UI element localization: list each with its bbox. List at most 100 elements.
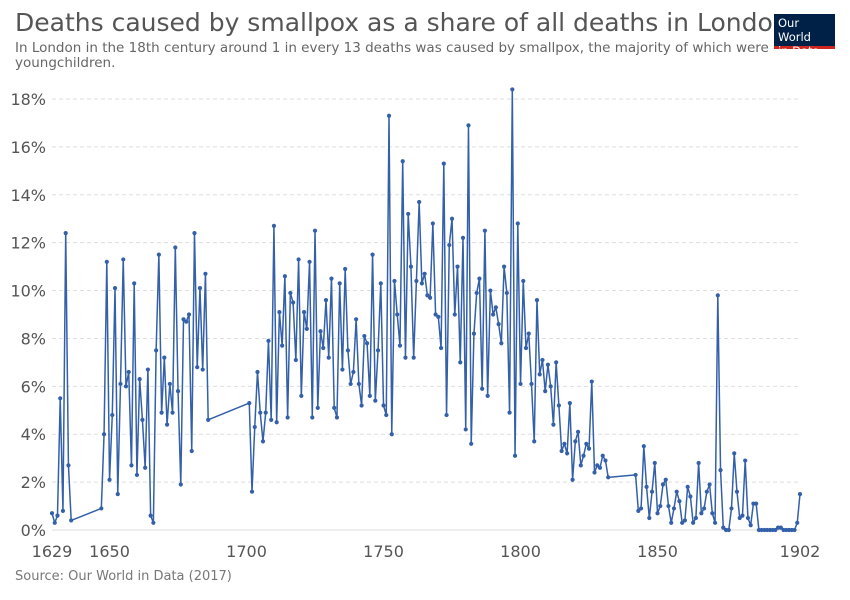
data-point[interactable] <box>296 257 301 262</box>
data-point[interactable] <box>345 348 351 353</box>
data-point[interactable] <box>115 491 120 497</box>
data-point[interactable] <box>400 159 405 164</box>
data-point[interactable] <box>660 482 666 487</box>
data-point[interactable] <box>658 503 663 509</box>
data-point[interactable] <box>197 286 203 291</box>
data-point[interactable] <box>247 400 252 406</box>
data-point[interactable] <box>433 312 438 317</box>
data-point[interactable] <box>491 312 496 317</box>
data-point[interactable] <box>710 511 715 516</box>
data-point[interactable] <box>474 290 479 296</box>
owid-logo[interactable]: Our World in Data <box>774 14 835 58</box>
data-point[interactable] <box>430 221 435 226</box>
data-point[interactable] <box>682 518 688 523</box>
data-point[interactable] <box>419 281 424 286</box>
data-point[interactable] <box>556 403 561 408</box>
data-point[interactable] <box>151 520 156 525</box>
data-point[interactable] <box>578 463 583 468</box>
data-point[interactable] <box>504 290 509 296</box>
data-point[interactable] <box>485 393 490 399</box>
data-point[interactable] <box>129 463 134 468</box>
data-point[interactable] <box>726 527 731 533</box>
data-point[interactable] <box>156 252 161 257</box>
data-point[interactable] <box>740 513 745 518</box>
data-point[interactable] <box>581 453 586 458</box>
data-point[interactable] <box>55 513 60 518</box>
data-point[interactable] <box>164 422 170 427</box>
data-point[interactable] <box>633 472 638 478</box>
data-point[interactable] <box>392 278 397 284</box>
data-point[interactable] <box>570 477 575 482</box>
data-point[interactable] <box>649 489 655 494</box>
data-point[interactable] <box>575 429 581 434</box>
data-point[interactable] <box>332 405 337 410</box>
data-point[interactable] <box>499 341 504 346</box>
data-point[interactable] <box>321 345 326 351</box>
data-point[interactable] <box>263 410 268 415</box>
data-point[interactable] <box>597 465 603 470</box>
data-point[interactable] <box>184 319 189 324</box>
data-point[interactable] <box>348 381 353 387</box>
data-point[interactable] <box>408 264 414 269</box>
data-point[interactable] <box>458 360 463 365</box>
data-point[interactable] <box>551 422 556 427</box>
data-point[interactable] <box>140 417 145 422</box>
data-point[interactable] <box>526 331 531 336</box>
data-point[interactable] <box>288 290 293 296</box>
data-point[interactable] <box>603 458 608 463</box>
data-point[interactable] <box>685 484 690 489</box>
data-point[interactable] <box>712 520 718 525</box>
data-point[interactable] <box>143 465 148 470</box>
data-point[interactable] <box>200 367 205 372</box>
data-point[interactable] <box>397 343 403 348</box>
data-point[interactable] <box>438 345 444 351</box>
data-point[interactable] <box>748 523 753 528</box>
data-point[interactable] <box>644 484 649 489</box>
data-point[interactable] <box>444 412 449 418</box>
data-point[interactable] <box>674 489 679 494</box>
data-point[interactable] <box>449 216 455 221</box>
data-point[interactable] <box>378 281 383 286</box>
data-point[interactable] <box>203 271 208 276</box>
data-point[interactable] <box>351 369 356 375</box>
data-point[interactable] <box>63 230 68 236</box>
data-point[interactable] <box>364 341 370 346</box>
data-point[interactable] <box>545 362 551 367</box>
data-point[interactable] <box>655 511 660 516</box>
data-point[interactable] <box>343 266 348 272</box>
data-point[interactable] <box>680 520 685 525</box>
data-point[interactable] <box>395 312 400 317</box>
data-point[interactable] <box>589 379 594 384</box>
data-point[interactable] <box>195 365 200 370</box>
data-point[interactable] <box>206 417 211 422</box>
data-point[interactable] <box>792 527 797 533</box>
data-point[interactable] <box>126 369 131 375</box>
data-point[interactable] <box>370 252 375 257</box>
data-point[interactable] <box>488 288 493 293</box>
data-point[interactable] <box>340 367 345 372</box>
data-point[interactable] <box>274 420 279 425</box>
data-point[interactable] <box>573 439 578 444</box>
data-point[interactable] <box>732 451 737 456</box>
data-point[interactable] <box>707 482 712 487</box>
data-point[interactable] <box>422 271 427 276</box>
data-point[interactable] <box>441 161 446 166</box>
data-point[interactable] <box>269 417 274 422</box>
data-point[interactable] <box>293 357 298 363</box>
data-point[interactable] <box>132 281 137 286</box>
data-point[interactable] <box>773 527 778 533</box>
data-point[interactable] <box>389 432 394 437</box>
data-point[interactable] <box>52 520 57 525</box>
data-point[interactable] <box>175 389 181 394</box>
data-point[interactable] <box>797 491 803 497</box>
data-point[interactable] <box>606 475 611 480</box>
data-point[interactable] <box>301 310 307 315</box>
data-point[interactable] <box>266 338 271 343</box>
data-point[interactable] <box>565 451 570 456</box>
data-point[interactable] <box>373 398 378 403</box>
data-point[interactable] <box>641 444 646 449</box>
data-point[interactable] <box>181 317 186 322</box>
data-point[interactable] <box>477 276 482 281</box>
data-point[interactable] <box>112 286 118 291</box>
data-point[interactable] <box>255 369 260 375</box>
